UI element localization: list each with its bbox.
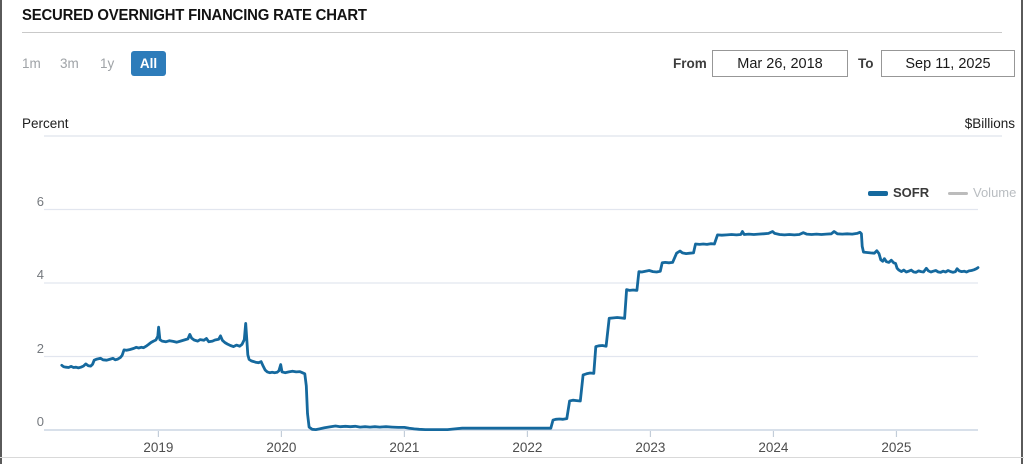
title-divider (22, 32, 1002, 33)
x-tick-label-2025: 2025 (881, 440, 912, 455)
sofr-legend-label[interactable]: SOFR (893, 185, 930, 200)
y-tick-label-6: 6 (36, 193, 44, 209)
to-date-input[interactable] (881, 50, 1015, 77)
y-tick-label-4: 4 (36, 267, 44, 282)
right-axis-caption: $Billions (964, 116, 1015, 131)
sofr-line (60, 230, 980, 432)
x-tick-label-2023: 2023 (635, 440, 666, 455)
to-label: To (858, 56, 874, 71)
from-label: From (673, 56, 707, 71)
left-axis-caption: Percent (22, 116, 69, 131)
y-tick-label-0: 0 (36, 414, 44, 429)
x-tick-label-2024: 2024 (758, 440, 789, 455)
page-title: SECURED OVERNIGHT FINANCING RATE CHART (22, 7, 367, 24)
from-date-input[interactable] (712, 50, 848, 77)
chart-legend: SOFR Volume (0, 92, 1024, 200)
range-button-all[interactable]: All (131, 51, 166, 76)
volume-legend-dash-icon[interactable] (948, 192, 968, 195)
page-bottom-divider (0, 457, 1024, 458)
y-tick-label-2: 2 (36, 340, 44, 356)
range-button-3m[interactable]: 3m (60, 51, 79, 76)
date-range-controls: From To (0, 50, 1024, 77)
sofr-legend-dash-icon[interactable] (868, 191, 888, 196)
x-tick-label-2020: 2020 (266, 440, 297, 455)
range-button-1y[interactable]: 1y (100, 51, 114, 76)
window-left-border (0, 0, 2, 464)
volume-legend-label[interactable]: Volume (973, 185, 1017, 200)
range-button-1m[interactable]: 1m (22, 51, 41, 76)
x-tick-label-2019: 2019 (143, 440, 174, 455)
x-tick-label-2022: 2022 (512, 440, 543, 455)
x-tick-label-2021: 2021 (389, 440, 420, 455)
window-right-border (1021, 0, 1023, 464)
